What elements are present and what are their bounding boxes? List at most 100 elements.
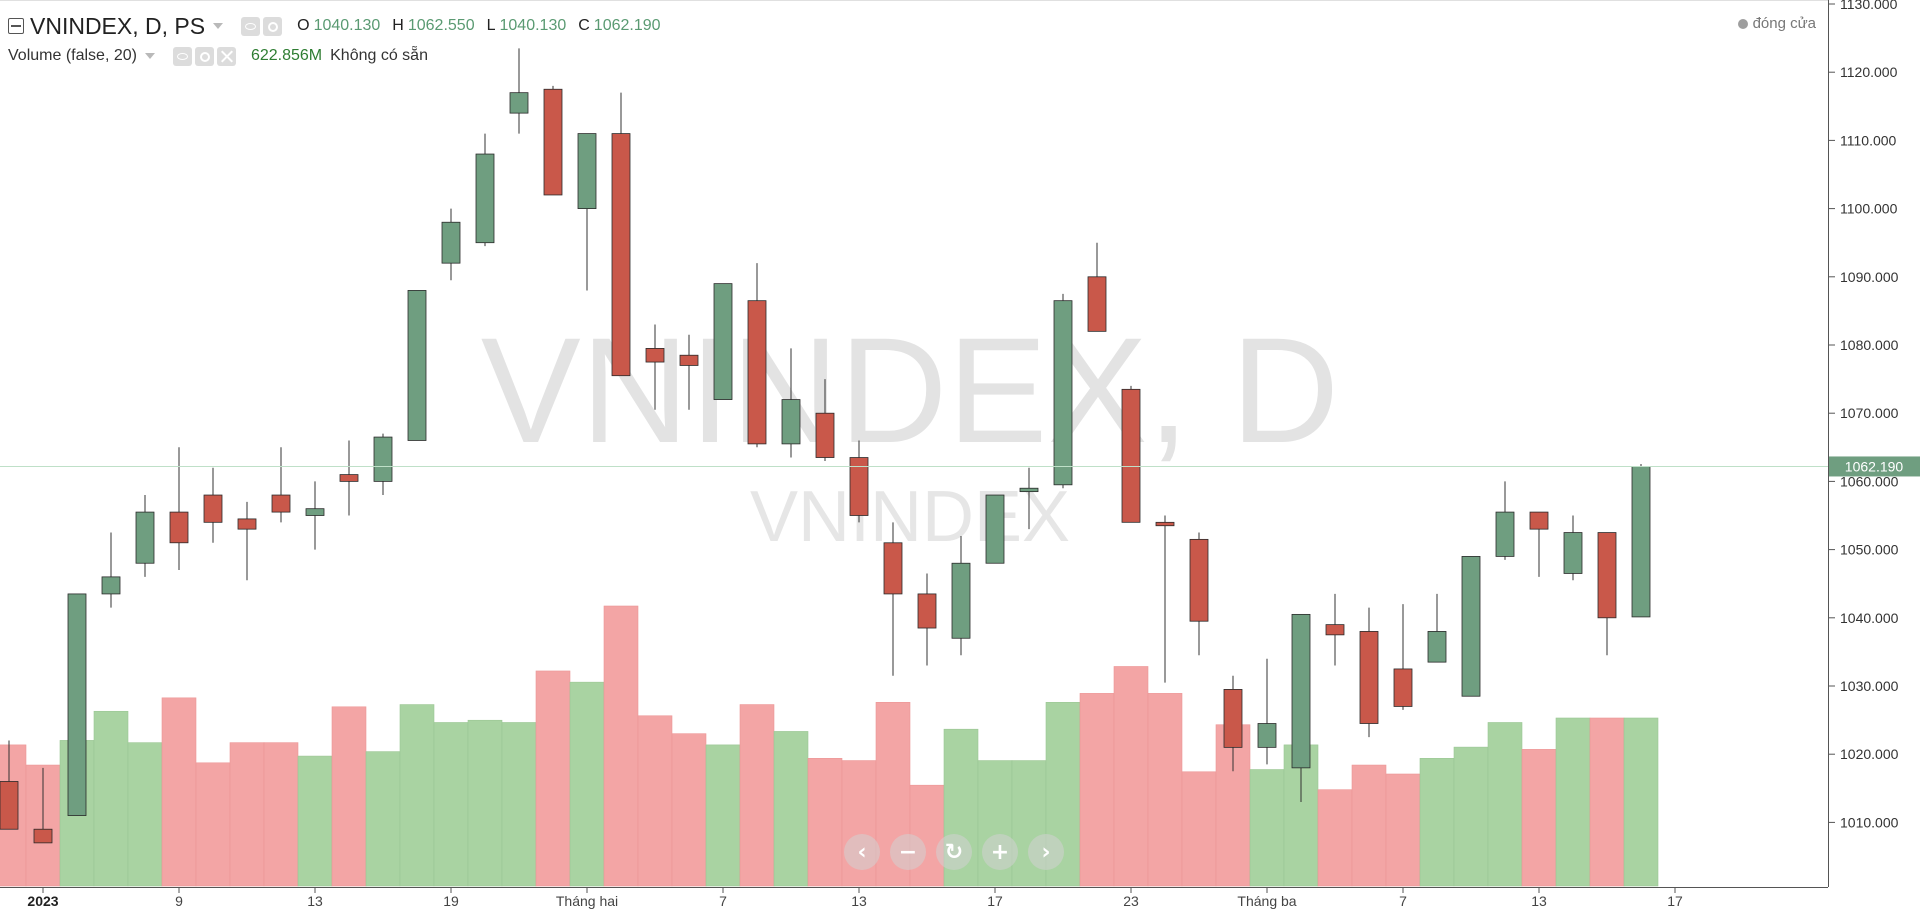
reset-icon: ↻ bbox=[944, 839, 964, 865]
gear-icon[interactable] bbox=[194, 46, 214, 66]
price-tick-label: 1090.000 bbox=[1840, 269, 1899, 285]
time-tick-label: Tháng hai bbox=[556, 893, 618, 909]
symbol-title[interactable]: VNINDEX, D, PS bbox=[30, 12, 206, 39]
candle-body bbox=[237, 518, 257, 530]
watermark-sub: VNINDEX bbox=[750, 477, 1070, 557]
volume-legend: Volume (false, 20) 622.856M Không có sẵn bbox=[8, 44, 428, 68]
candle-body bbox=[577, 133, 597, 209]
candle-body bbox=[1291, 613, 1311, 769]
volume-bar bbox=[1453, 746, 1489, 887]
time-tick-label: 9 bbox=[175, 893, 183, 909]
price-tick-label: 1110.000 bbox=[1840, 132, 1897, 148]
candle-body bbox=[1121, 388, 1141, 523]
time-tick-label: 17 bbox=[1667, 893, 1683, 909]
time-tick-label: 13 bbox=[1531, 893, 1547, 909]
time-tick-label: 7 bbox=[719, 893, 727, 909]
zoom-in-button[interactable]: + bbox=[982, 834, 1018, 870]
candle-body bbox=[611, 133, 631, 377]
volume-bar bbox=[569, 681, 605, 887]
volume-bar bbox=[93, 710, 129, 887]
price-axis[interactable]: 1010.000 1020.000 1030.000 1040.000 1050.000… bbox=[1829, 0, 1899, 830]
last-price-marker: 1062.190 bbox=[1829, 456, 1920, 477]
volume-bar bbox=[1555, 717, 1591, 887]
price-tick-label: 1060.000 bbox=[1840, 473, 1899, 489]
price-tick-label: 1030.000 bbox=[1840, 678, 1899, 694]
candle-body bbox=[67, 593, 87, 816]
time-tick-label: 19 bbox=[443, 893, 459, 909]
volume-bar bbox=[1419, 758, 1455, 887]
price-tick-label: 1070.000 bbox=[1840, 405, 1899, 421]
reset-button[interactable]: ↻ bbox=[936, 834, 972, 870]
time-axis[interactable]: 2023 9 13 19 Tháng hai 7 13 17 23 Tháng ba 7 13 17 bbox=[27, 888, 1683, 909]
volume-status: Không có sẵn bbox=[330, 47, 428, 64]
volume-bar bbox=[773, 731, 809, 887]
status-dot-icon bbox=[1737, 18, 1748, 29]
candle-body bbox=[203, 494, 223, 523]
candle-body bbox=[1087, 276, 1107, 332]
candle-body bbox=[33, 828, 53, 844]
eye-icon[interactable] bbox=[241, 16, 261, 36]
candle-body bbox=[0, 781, 19, 830]
price-tick-label: 1050.000 bbox=[1840, 542, 1899, 558]
time-tick-label: 2023 bbox=[27, 893, 58, 909]
volume-bar bbox=[127, 742, 163, 887]
last-price-marker-label: 1062.190 bbox=[1845, 458, 1904, 474]
volume-bars bbox=[0, 605, 1659, 887]
close-icon[interactable] bbox=[216, 46, 236, 66]
minus-icon: − bbox=[898, 839, 918, 865]
gear-icon[interactable] bbox=[263, 16, 283, 36]
candle-body bbox=[135, 511, 155, 564]
close-label: C bbox=[578, 17, 590, 34]
chart-navigation: ‹ − ↻ + › bbox=[844, 834, 1064, 870]
scroll-right-button[interactable]: › bbox=[1028, 834, 1064, 870]
price-tick-label: 1080.000 bbox=[1840, 337, 1899, 353]
candle-body bbox=[1393, 668, 1413, 707]
price-tick-label: 1100.000 bbox=[1840, 201, 1898, 217]
chevron-right-icon: › bbox=[1041, 839, 1051, 865]
time-tick-label: 13 bbox=[307, 893, 323, 909]
closing-indicator: đóng cửa bbox=[1737, 15, 1816, 32]
scroll-left-button[interactable]: ‹ bbox=[844, 834, 880, 870]
eye-icon[interactable] bbox=[172, 46, 192, 66]
candle-body bbox=[543, 88, 563, 196]
candle-body bbox=[1529, 511, 1549, 530]
candle-body bbox=[1325, 624, 1345, 636]
volume-bar bbox=[1147, 693, 1183, 887]
zoom-out-button[interactable]: − bbox=[890, 834, 926, 870]
candle-body bbox=[339, 474, 359, 482]
pane-border-top bbox=[0, 0, 1828, 1]
candle-body bbox=[985, 494, 1005, 564]
chevron-down-icon[interactable] bbox=[144, 53, 155, 59]
chevron-down-icon[interactable] bbox=[213, 23, 224, 29]
volume-bar bbox=[331, 706, 367, 887]
volume-bar bbox=[399, 704, 435, 887]
candle-body bbox=[883, 542, 903, 595]
volume-bar bbox=[671, 733, 707, 887]
time-tick-label: 13 bbox=[851, 893, 867, 909]
candle-body bbox=[747, 300, 767, 445]
high-value: 1062.550 bbox=[407, 17, 475, 34]
closing-label: đóng cửa bbox=[1752, 15, 1816, 32]
plus-icon: + bbox=[990, 839, 1010, 865]
volume-bar bbox=[1181, 771, 1217, 887]
volume-bar bbox=[433, 722, 469, 887]
candle-body bbox=[475, 153, 495, 244]
candle-body bbox=[1155, 521, 1175, 527]
candle-body bbox=[815, 412, 835, 458]
candle-body bbox=[917, 593, 937, 629]
candle-body bbox=[373, 436, 393, 482]
candle-body bbox=[781, 399, 801, 445]
time-tick-label: 7 bbox=[1399, 893, 1407, 909]
collapse-icon[interactable] bbox=[8, 18, 24, 34]
volume-title[interactable]: Volume (false, 20) bbox=[8, 47, 137, 64]
volume-bar bbox=[365, 751, 401, 887]
volume-bar bbox=[535, 670, 571, 887]
candle-body bbox=[951, 562, 971, 639]
volume-bar bbox=[1521, 749, 1557, 887]
volume-bar bbox=[263, 742, 299, 887]
volume-bar bbox=[807, 758, 843, 887]
volume-bar bbox=[1079, 693, 1115, 887]
candle-body bbox=[169, 511, 189, 544]
candle-body bbox=[1223, 689, 1243, 748]
